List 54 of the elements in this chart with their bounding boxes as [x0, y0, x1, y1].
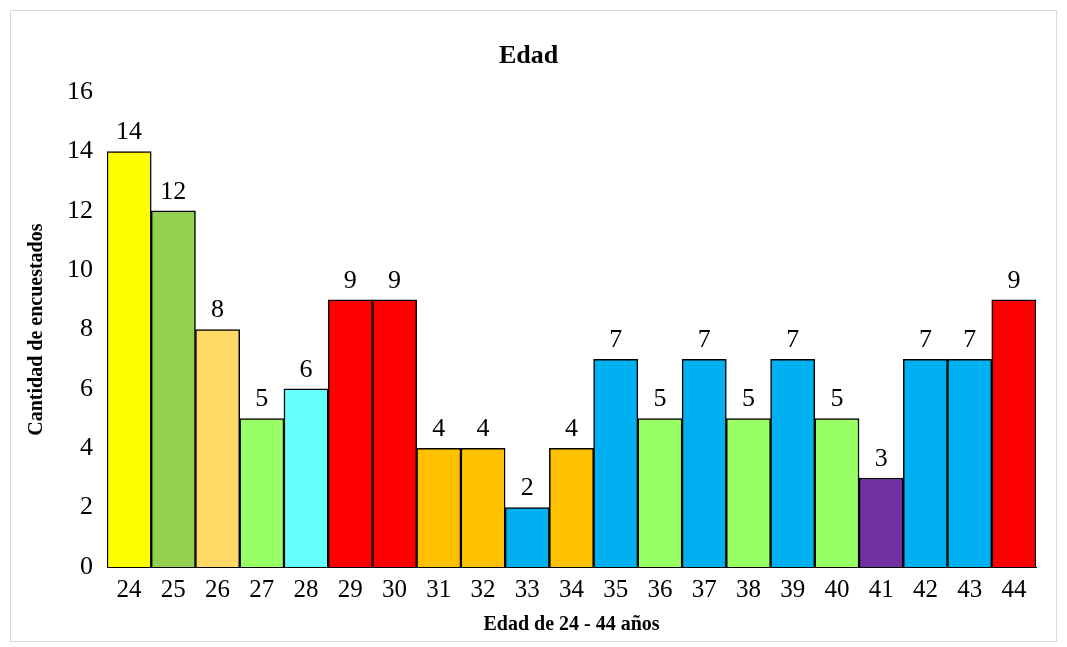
data-label: 4: [476, 413, 490, 443]
data-label: 5: [255, 383, 269, 413]
data-label: 4: [432, 413, 446, 443]
y-tick-label: 10: [67, 254, 93, 284]
x-tick-label: 30: [382, 574, 408, 602]
x-tick-label: 41: [868, 574, 894, 602]
x-tick-label: 39: [780, 574, 806, 602]
chart-title: Edad: [498, 40, 559, 70]
data-label: 7: [918, 324, 932, 354]
x-tick-label: 26: [205, 574, 231, 602]
x-tick-label: 33: [514, 574, 540, 602]
y-axis-title: Cantidad de encuestados: [24, 223, 47, 436]
x-tick-label: 44: [1001, 574, 1027, 602]
data-label: 7: [697, 324, 711, 354]
x-axis-title: Edad de 24 - 44 años: [483, 612, 660, 635]
x-tick-label: 29: [337, 574, 363, 602]
y-tick-label: 6: [80, 372, 93, 402]
data-label: 3: [874, 442, 888, 472]
data-label: 6: [299, 353, 313, 383]
x-tick-label: 31: [426, 574, 452, 602]
x-tick-label: 34: [559, 574, 585, 602]
x-tick-label: 36: [647, 574, 673, 602]
x-tick-label: 25: [160, 574, 186, 602]
data-label: 5: [830, 383, 844, 413]
y-tick-label: 2: [80, 491, 93, 521]
data-label: 9: [388, 264, 402, 294]
data-label: 12: [160, 175, 187, 205]
x-tick-label: 37: [691, 574, 717, 602]
x-tick-label: 38: [735, 574, 761, 602]
y-tick-label: 12: [67, 194, 93, 224]
y-tick-label: 16: [67, 76, 93, 106]
data-label: 4: [565, 413, 578, 443]
data-label: 7: [609, 324, 623, 354]
x-tick-label: 42: [912, 574, 938, 602]
x-tick-label: 24: [116, 574, 143, 602]
data-label: 5: [653, 383, 667, 413]
x-tick-label: 35: [603, 574, 629, 602]
data-label: 7: [963, 324, 977, 354]
data-label: 14: [116, 116, 143, 146]
x-tick-label: 43: [957, 574, 983, 602]
data-label: 9: [1007, 264, 1021, 294]
data-label: 2: [520, 472, 534, 502]
x-tick-label: 40: [824, 574, 850, 602]
y-tick-label: 0: [80, 550, 93, 580]
x-tick-label: 28: [293, 574, 319, 602]
y-tick-label: 14: [67, 135, 93, 165]
data-label: 7: [786, 324, 800, 354]
x-tick-label: 27: [249, 574, 275, 602]
data-label: 5: [741, 383, 755, 413]
y-tick-label: 4: [80, 432, 93, 462]
data-label: 9: [343, 264, 357, 294]
x-tick-label: 32: [470, 574, 496, 602]
data-label: 8: [211, 294, 225, 324]
y-tick-label: 8: [80, 313, 93, 343]
